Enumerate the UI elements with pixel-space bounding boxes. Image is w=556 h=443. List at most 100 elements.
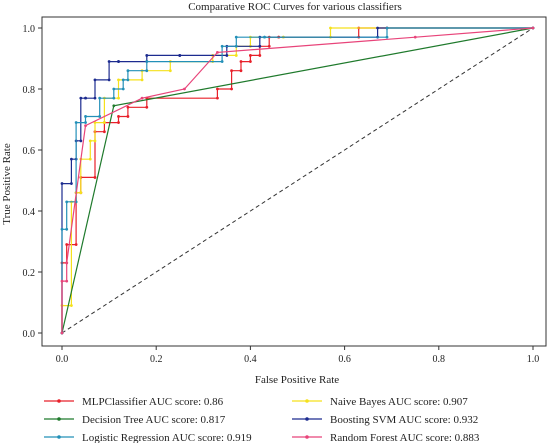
series-line [61, 27, 533, 333]
series-point [263, 35, 266, 39]
legend-label: Random Forest AUC score: 0.883 [330, 432, 480, 443]
x-tick-label: 1.0 [527, 354, 540, 365]
series-line [61, 27, 534, 333]
series-point [140, 78, 144, 82]
series-point [385, 35, 389, 39]
series-point [216, 87, 219, 91]
series-point [385, 26, 389, 30]
series-point [239, 69, 243, 73]
legend-swatch-marker [57, 399, 61, 403]
series-point [126, 115, 130, 118]
series-point [145, 105, 149, 109]
legend-item: Boosting SVM AUC score: 0.932 [292, 414, 478, 426]
series-point [84, 121, 87, 124]
x-tick-label: 0.6 [338, 354, 351, 365]
x-tick-label: 0.0 [56, 354, 69, 365]
series-point [84, 115, 87, 118]
legend-label: MLPClassifier AUC score: 0.86 [82, 396, 224, 408]
series-point [107, 60, 111, 63]
legend-item: Naive Bayes AUC score: 0.907 [292, 396, 468, 408]
series-point [65, 243, 69, 246]
plot-frame [41, 16, 547, 347]
series-point [216, 51, 219, 54]
series-point [70, 304, 73, 307]
y-tick-label: 1.0 [23, 24, 36, 35]
series-point [376, 26, 379, 30]
x-tick-label: 0.4 [244, 354, 257, 365]
legend-swatch-marker [305, 435, 309, 439]
series-point [107, 78, 111, 82]
series-point [121, 78, 125, 82]
series-point [117, 78, 120, 82]
y-tick-label: 0.4 [23, 207, 36, 218]
series-point [258, 44, 262, 48]
series-point [220, 44, 224, 48]
series-point [234, 54, 238, 57]
y-axis-ticks: 0.0 0.2 0.4 0.6 0.8 1.0 [23, 24, 42, 340]
series-point [60, 279, 64, 283]
series-point [93, 139, 97, 143]
series-point [84, 124, 87, 127]
series-point [140, 96, 144, 100]
series-point [98, 96, 102, 100]
series-point [79, 96, 83, 100]
x-axis-ticks: 0.0 0.2 0.4 0.6 0.8 1.0 [56, 346, 540, 365]
legend-item: Random Forest AUC score: 0.883 [292, 432, 480, 443]
legend: MLPClassifier AUC score: 0.86 Decision Tr… [44, 396, 480, 443]
legend-swatch-marker [305, 399, 309, 403]
series-point [65, 279, 69, 283]
series-group [60, 26, 535, 335]
series-point [84, 96, 87, 100]
legend-item: Decision Tree AUC score: 0.817 [44, 414, 226, 426]
series-point [117, 115, 120, 118]
series-point [88, 157, 92, 161]
legend-swatch-marker [305, 417, 309, 421]
series-point [329, 26, 332, 30]
series-point [70, 157, 73, 161]
legend-swatch-marker [57, 435, 61, 439]
legend-label: Logistic Regression AUC score: 0.919 [82, 432, 252, 443]
series-point [225, 54, 229, 57]
chart-title: Comparative ROC Curves for various class… [188, 1, 402, 13]
series-point [239, 60, 243, 63]
series-point [258, 54, 262, 57]
series-point [112, 96, 116, 100]
series-point [126, 105, 130, 109]
legend-label: Decision Tree AUC score: 0.817 [82, 414, 226, 426]
series-point [93, 96, 97, 100]
series-point [60, 227, 64, 231]
series-point [112, 87, 116, 91]
x-tick-label: 0.8 [433, 354, 446, 365]
series-point [93, 176, 97, 179]
series-point [216, 96, 219, 100]
random-guess-diagonal [61, 27, 534, 334]
series-point [65, 227, 69, 231]
series-point [60, 182, 64, 185]
y-tick-label: 0.2 [23, 268, 36, 279]
series-point [117, 96, 120, 100]
series-point [234, 44, 238, 48]
legend-label: Naive Bayes AUC score: 0.907 [330, 396, 468, 408]
legend-label: Boosting SVM AUC score: 0.932 [330, 414, 478, 426]
series-point [220, 60, 224, 63]
series-point [74, 121, 78, 124]
series-point [178, 54, 182, 57]
series-point [267, 44, 271, 48]
series-point [126, 78, 130, 82]
series-3 [60, 26, 535, 335]
series-point [145, 54, 149, 57]
series-point [112, 104, 116, 108]
series-point [93, 78, 97, 82]
series-point [65, 261, 69, 265]
x-axis-label: False Positive Rate [255, 374, 339, 386]
series-point [117, 121, 120, 124]
series-point [88, 139, 92, 143]
series-point [531, 26, 535, 30]
series-point [145, 69, 149, 73]
legend-item: MLPClassifier AUC score: 0.86 [44, 396, 224, 408]
series-5 [60, 26, 535, 335]
series-point [230, 69, 233, 73]
series-point [126, 69, 130, 73]
series-point [413, 35, 417, 39]
